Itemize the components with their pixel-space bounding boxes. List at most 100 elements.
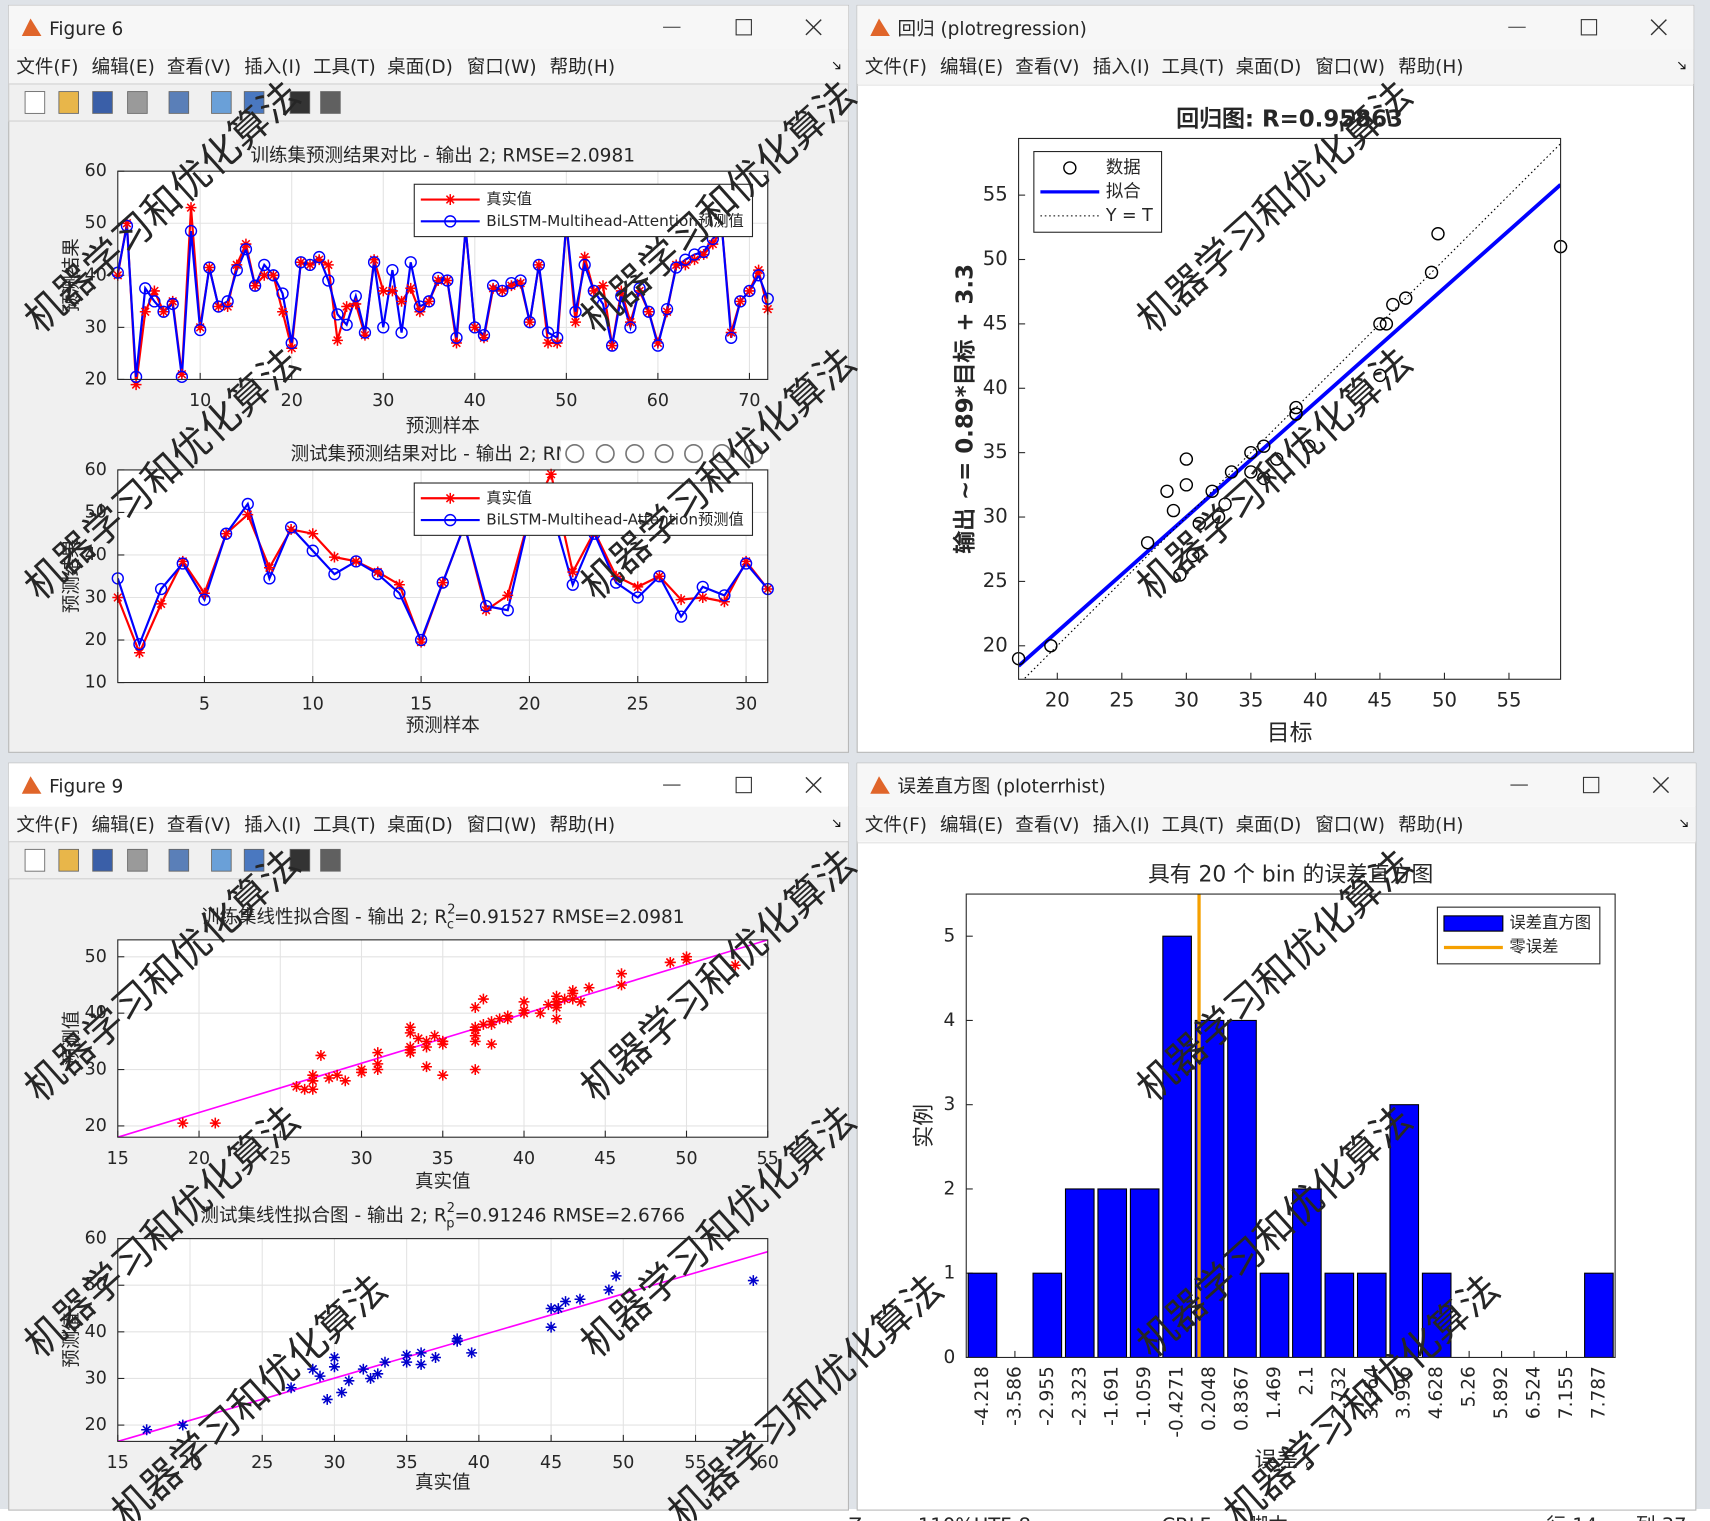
marker-circle	[1373, 368, 1387, 383]
marker-star	[429, 1030, 441, 1042]
x-tick-label: 25	[251, 1453, 273, 1473]
axes-toolbar-button[interactable]	[744, 444, 764, 464]
menu-item[interactable]: 桌面(D)	[387, 815, 453, 836]
menu-item[interactable]: 窗口(W)	[1315, 815, 1385, 836]
axes-toolbar-button[interactable]	[654, 444, 674, 464]
marker-star	[263, 562, 275, 574]
legend-label: Y = T	[1105, 206, 1153, 226]
toolbar-button[interactable]	[24, 848, 46, 872]
menu-item[interactable]: 插入(I)	[244, 57, 301, 78]
menu-item[interactable]: 工具(T)	[313, 57, 376, 78]
x-tick-label: 7.155	[1556, 1366, 1577, 1419]
close-button[interactable]	[805, 776, 822, 794]
marker-star	[661, 306, 673, 318]
axes-toolbar-button[interactable]	[625, 444, 645, 464]
menu-item[interactable]: 工具(T)	[313, 815, 376, 836]
toolbar-button[interactable]	[92, 91, 113, 114]
marker-star	[574, 1293, 586, 1305]
menu-item[interactable]: 帮助(H)	[1398, 815, 1463, 836]
close-button[interactable]	[805, 19, 822, 36]
y-tick-label: 30	[983, 505, 1008, 528]
menu-item[interactable]: 编辑(E)	[940, 815, 1003, 836]
toolbar-button[interactable]	[168, 848, 190, 872]
status-bar	[0, 1509, 1710, 1521]
toolbar-button[interactable]	[168, 91, 190, 114]
menu-item[interactable]: 帮助(H)	[550, 57, 615, 78]
axes-toolbar-button[interactable]	[712, 444, 732, 464]
menu-item[interactable]: 窗口(W)	[1315, 57, 1385, 78]
menu-item[interactable]: 查看(V)	[167, 57, 231, 78]
axes-toolbar-button[interactable]	[684, 444, 704, 464]
marker-circle	[328, 567, 341, 581]
menu-item[interactable]: 插入(I)	[1093, 57, 1150, 78]
maximize-button[interactable]	[1580, 19, 1598, 36]
dock-arrow	[1677, 61, 1686, 70]
axes-toolbar-button[interactable]	[595, 444, 615, 464]
menu-item[interactable]: 文件(F)	[865, 815, 927, 836]
toolbar-button[interactable]	[58, 91, 79, 114]
axes-toolbar-button[interactable]	[565, 444, 585, 464]
maximize-button[interactable]	[735, 19, 752, 36]
menu-item[interactable]: 桌面(D)	[387, 57, 453, 78]
menu-item[interactable]: 编辑(E)	[92, 57, 155, 78]
menu-item[interactable]: 桌面(D)	[1236, 57, 1302, 78]
menu-item[interactable]: 工具(T)	[1161, 815, 1224, 836]
toolbar-button[interactable]	[289, 91, 311, 114]
toolbar-button[interactable]	[243, 848, 265, 872]
y-tick-label: 30	[85, 317, 107, 337]
x-tick-label: 45	[540, 1453, 562, 1473]
marker-star	[740, 555, 752, 567]
menu-item[interactable]: 编辑(E)	[940, 57, 1003, 78]
maximize-button[interactable]	[1582, 776, 1600, 794]
menu-item[interactable]: 窗口(W)	[467, 57, 537, 78]
title-bar	[857, 5, 1694, 50]
toolbar-button[interactable]	[211, 91, 232, 114]
menu-item[interactable]: 桌面(D)	[1236, 815, 1302, 836]
menu-item[interactable]: 文件(F)	[16, 57, 78, 78]
menu-item[interactable]: 查看(V)	[1015, 57, 1079, 78]
menu-item[interactable]: 文件(F)	[865, 57, 927, 78]
toolbar-button[interactable]	[243, 91, 265, 114]
menu-item[interactable]: 查看(V)	[167, 815, 231, 836]
menu-item[interactable]: 插入(I)	[244, 815, 301, 836]
toolbar-button[interactable]	[92, 848, 113, 872]
maximize-button[interactable]	[735, 776, 752, 794]
marker-star	[542, 337, 554, 349]
menu-item[interactable]: 帮助(H)	[1398, 57, 1463, 78]
toolbar-button[interactable]	[127, 91, 148, 114]
close-button[interactable]	[1652, 776, 1670, 794]
y-tick-label: 40	[983, 376, 1008, 399]
x-tick-label: 10	[302, 694, 324, 714]
marker-star	[331, 1069, 343, 1081]
marker-star	[670, 259, 682, 271]
y-tick-label: 50	[85, 213, 107, 233]
legend-label: 数据	[1106, 158, 1141, 178]
marker-star	[477, 1018, 489, 1030]
marker-star	[372, 1047, 384, 1059]
marker-circle	[1179, 452, 1194, 466]
menu-item[interactable]: 编辑(E)	[92, 815, 155, 836]
menu-item[interactable]: 查看(V)	[1015, 815, 1079, 836]
menu-item[interactable]: 窗口(W)	[467, 815, 537, 836]
menu-item[interactable]: 文件(F)	[16, 815, 78, 836]
toolbar-button[interactable]	[127, 848, 148, 872]
y-tick-label: 20	[85, 1415, 107, 1435]
marker-circle	[688, 248, 701, 261]
menu-item[interactable]: 帮助(H)	[550, 815, 615, 836]
toolbar-button[interactable]	[289, 848, 311, 872]
menu-item[interactable]: 工具(T)	[1161, 57, 1224, 78]
toolbar-button[interactable]	[58, 848, 79, 872]
y-tick-label: 10	[85, 673, 107, 693]
marker-star	[579, 251, 591, 263]
figure-window: 回归 (plotregression) 文件(F) 编辑(E) 查看(V) 插入(I) 工…	[856, 4, 1695, 753]
marker-circle	[313, 250, 326, 264]
toolbar-button[interactable]	[24, 91, 46, 114]
marker-star	[285, 524, 297, 535]
x-tick-label: 20	[1045, 689, 1070, 712]
toolbar-button[interactable]	[211, 848, 232, 872]
toolbar-button[interactable]	[320, 91, 341, 114]
close-button[interactable]	[1650, 19, 1667, 36]
toolbar-button[interactable]	[320, 848, 341, 872]
menu-item[interactable]: 插入(I)	[1093, 815, 1150, 836]
